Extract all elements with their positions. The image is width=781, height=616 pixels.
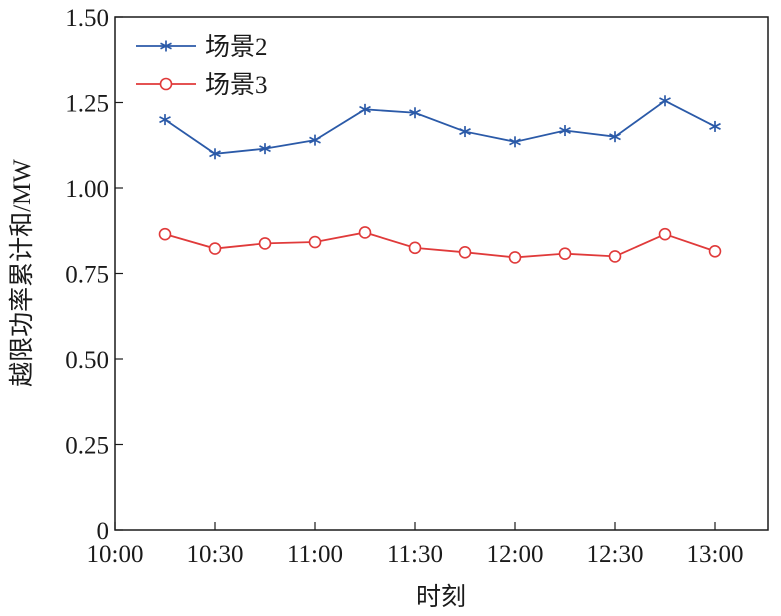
data-point-series-2: [258, 237, 272, 250]
y-tick-label: 0: [97, 518, 110, 545]
data-point-series-1: [159, 114, 171, 126]
data-point-series-1: [459, 126, 471, 138]
data-point-series-2: [308, 235, 322, 249]
x-tick-label: 13:00: [687, 541, 744, 568]
x-axis-ticks: 10:00 10:30 11:00 11:30 12:00 12:30 13:00: [87, 522, 744, 568]
data-point-series-2: [458, 245, 472, 259]
data-point-series-1: [709, 120, 721, 132]
y-tick-label: 0.25: [65, 433, 109, 460]
x-tick-label: 10:00: [87, 541, 144, 568]
x-tick-label: 11:00: [287, 541, 343, 568]
data-point-series-1: [609, 131, 621, 143]
y-tick-label: 1.50: [65, 5, 109, 32]
data-point-series-2: [608, 250, 622, 263]
data-point-series-1: [209, 148, 221, 160]
data-point-series-2: [558, 247, 572, 260]
x-tick-label: 11:30: [387, 541, 443, 568]
data-point-series-1: [509, 136, 521, 148]
data-point-series-2: [708, 244, 722, 258]
data-point-series-2: [408, 241, 422, 255]
data-point-series-2: [508, 251, 522, 264]
legend-marker: [159, 77, 173, 91]
legend-label: 场景3: [205, 72, 268, 99]
data-point-series-1: [309, 134, 321, 146]
data-point-series-2: [208, 242, 222, 255]
y-axis-ticks: 0 0.25 0.50 0.75 1.00 1.25 1.50: [65, 5, 123, 545]
x-tick-label: 10:30: [187, 541, 244, 568]
y-tick-label: 1.00: [65, 176, 109, 203]
data-point-series-2: [358, 226, 372, 239]
data-point-series-2: [658, 227, 672, 241]
data-point-series-2: [158, 227, 172, 241]
series-line-1: [164, 99, 716, 155]
x-tick-label: 12:00: [487, 541, 544, 568]
data-point-series-1: [259, 143, 271, 155]
y-axis-label: 越限功率累计和/MW: [8, 159, 36, 387]
series-layer: [158, 95, 722, 264]
data-point-series-1: [409, 107, 421, 119]
data-point-series-1: [659, 95, 671, 107]
data-point-series-1: [559, 125, 571, 137]
y-tick-label: 0.50: [65, 347, 109, 374]
y-tick-label: 0.75: [65, 262, 109, 289]
data-point-series-1: [359, 103, 371, 115]
x-tick-label: 12:30: [587, 541, 644, 568]
x-axis-label: 时刻: [416, 583, 466, 611]
legend-label: 场景2: [205, 34, 268, 61]
y-tick-label: 1.25: [65, 91, 109, 118]
legend-marker: [160, 40, 172, 52]
series-line-2: [164, 231, 716, 259]
